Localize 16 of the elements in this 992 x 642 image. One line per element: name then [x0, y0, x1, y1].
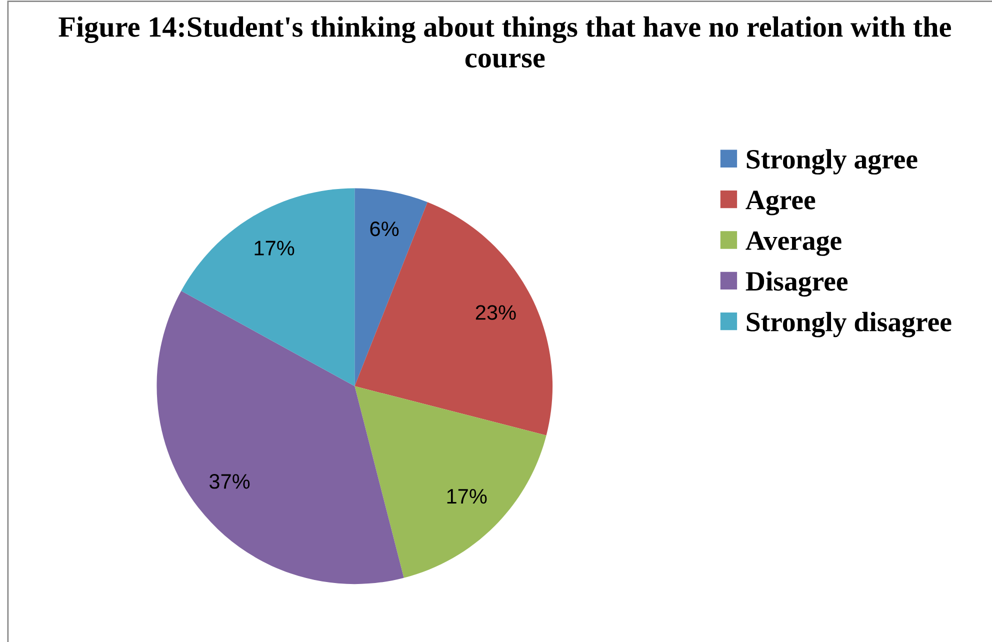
data-label: 6%: [370, 221, 399, 236]
data-label: 37%: [209, 474, 250, 489]
pie-slice: [354, 202, 553, 436]
data-label: 17%: [447, 489, 487, 504]
legend-label: Average: [746, 231, 842, 256]
legend-label: Strongly disagree: [746, 312, 952, 338]
pie-slice: [156, 290, 404, 584]
pie-slice: [354, 188, 428, 386]
legend-label: Disagree: [746, 271, 848, 297]
pie-slice: [354, 386, 546, 578]
chart-title: Figure 14:Student's thinking about things that have no relation with the course: [58, 16, 951, 68]
data-label: 17%: [254, 240, 294, 256]
data-label: 23%: [476, 305, 516, 320]
legend-label: Agree: [746, 190, 816, 216]
pie-slice: [181, 188, 355, 386]
legend-label: Strongly agree: [746, 149, 918, 175]
